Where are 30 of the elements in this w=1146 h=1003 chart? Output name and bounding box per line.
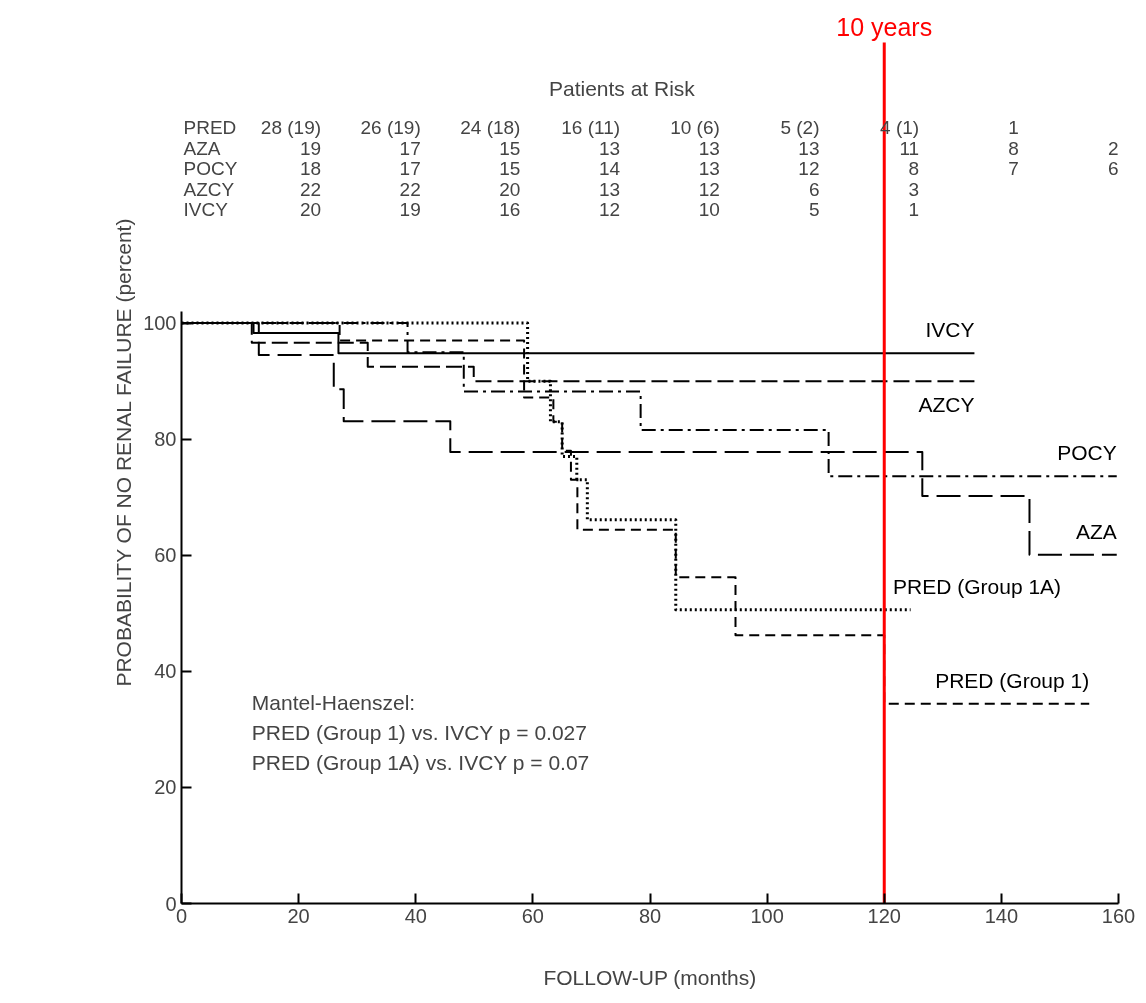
y-axis-title: PROBABILITY OF NO RENAL FAILURE (percent)	[112, 218, 136, 687]
y-tick-label: 60	[154, 544, 177, 567]
x-tick-label: 40	[404, 904, 427, 927]
y-tick-label: 80	[154, 428, 177, 451]
text: AZA 19 17 15 13 13 13 11 8 2	[183, 137, 1119, 159]
x-axis-title: FOLLOW-UP (months)	[543, 965, 757, 989]
series-label: AZCY	[918, 393, 975, 417]
annotation: PRED (Group 1A) vs. IVCY p = 0.07	[251, 751, 590, 775]
x-tick-label: 100	[750, 904, 784, 927]
text: Patients at Risk	[548, 77, 696, 100]
series-label: PRED (Group 1A)	[893, 574, 1062, 598]
y-tick-label: 20	[154, 776, 177, 799]
x-tick-label: 80	[638, 904, 662, 927]
y-tick-label: 100	[143, 312, 177, 335]
y-tick-label: 40	[154, 660, 177, 683]
text: AZCY 22 22 20 13 12 6 3	[183, 178, 920, 200]
series-label: POCY	[1057, 441, 1117, 465]
text: IVCY 20 19 16 12 10 5 1	[183, 199, 920, 220]
x-tick-label: 140	[984, 904, 1019, 927]
series-label: IVCY	[925, 318, 975, 342]
x-tick-label: 160	[1101, 904, 1136, 927]
text: POCY 18 17 15 14 13 12 8 7 6	[183, 158, 1119, 179]
x-tick-label: 20	[287, 904, 310, 927]
series-label: AZA	[1075, 519, 1117, 543]
series-label: PRED (Group 1)	[935, 668, 1090, 692]
x-tick-label: 60	[521, 904, 544, 927]
x-tick-label: 120	[867, 904, 901, 927]
annotation: PRED (Group 1) vs. IVCY p = 0.027	[251, 721, 587, 745]
annotation: Mantel-Haenszel:	[251, 691, 416, 715]
ref-line-label: 10 years	[836, 12, 933, 41]
